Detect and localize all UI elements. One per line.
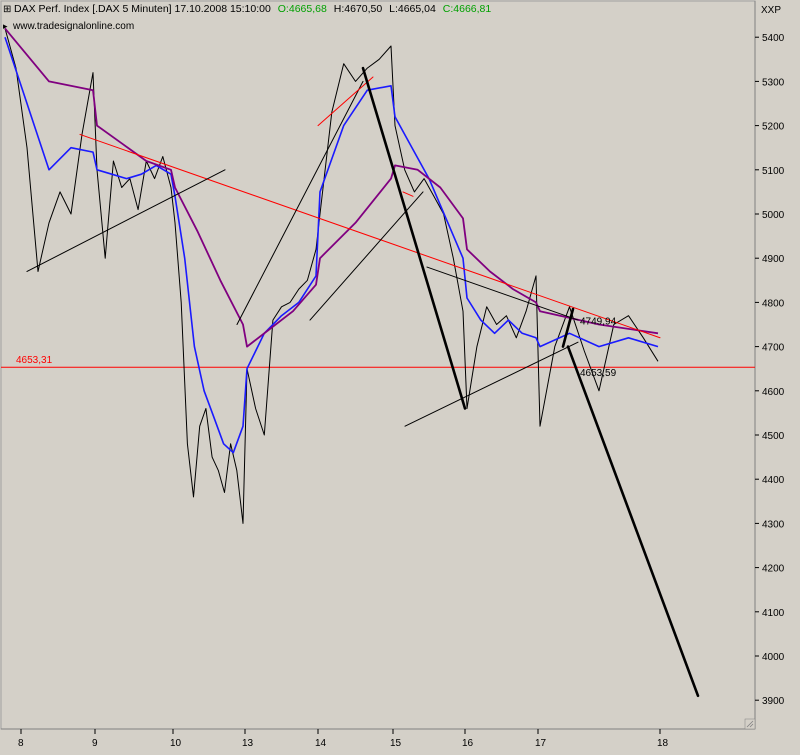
header-close: C:4666,81 (443, 3, 492, 15)
y-tick-label: 5300 (762, 77, 785, 88)
trendline (79, 133, 661, 339)
trendline (317, 76, 374, 127)
y-tick-label: 4100 (762, 608, 785, 619)
resize-grip[interactable] (744, 718, 756, 730)
watermark-icon: ▸ (3, 21, 8, 31)
fast-average-line (4, 36, 659, 454)
y-axis-group: 3900 4000 4100 4200 4300 4400 4500 4600 4700 4800… (755, 33, 785, 707)
header-low: L:4665,04 (389, 3, 436, 15)
trendline (309, 191, 424, 321)
price-axis-area (755, 1, 799, 729)
header-info-icon[interactable]: ⊞ (3, 4, 11, 15)
annotation-group: 4749,94 4653,59 (580, 317, 617, 380)
trendline (236, 80, 364, 325)
trendline (26, 169, 226, 272)
header-high: H:4670,50 (334, 3, 383, 15)
trendline (361, 66, 467, 410)
x-tick-label: 15 (390, 738, 402, 749)
y-tick-label: 5200 (762, 122, 785, 133)
price-annotation: 4653,59 (580, 368, 617, 379)
axis-id: XXP (761, 5, 781, 16)
x-tick-label: 14 (315, 738, 327, 749)
y-tick-label: 4600 (762, 387, 785, 398)
y-tick-label: 5000 (762, 210, 785, 221)
trendline (404, 341, 579, 427)
header-text: DAX Perf. Index [.DAX 5 Minuten] 17.10.2… (14, 3, 491, 15)
y-tick-label: 4200 (762, 564, 785, 575)
watermark-text: www.tradesignalonline.com (12, 21, 134, 32)
y-tick-label: 4500 (762, 431, 785, 442)
x-axis-group: 8 9 10 13 14 15 16 17 18 (18, 729, 669, 749)
trendline (426, 266, 579, 321)
x-tick-label: 10 (170, 738, 182, 749)
trendline (566, 345, 700, 698)
trendline (561, 307, 575, 348)
trendline-group (26, 66, 700, 698)
x-tick-label: 17 (535, 738, 547, 749)
y-tick-label: 4300 (762, 519, 785, 530)
y-tick-label: 5100 (762, 166, 785, 177)
x-tick-label: 8 (18, 738, 24, 749)
header-instrument: DAX Perf. Index [.DAX 5 Minuten] 17.10.2… (14, 3, 271, 15)
x-tick-label: 9 (92, 738, 98, 749)
y-tick-label: 3900 (762, 696, 785, 707)
reference-line-label: 4653,31 (16, 355, 53, 366)
reference-line-group: 4653,31 (1, 355, 755, 368)
x-tick-label: 13 (242, 738, 254, 749)
y-tick-label: 5400 (762, 33, 785, 44)
price-annotation: 4749,94 (580, 317, 617, 328)
y-tick-label: 4900 (762, 254, 785, 265)
y-tick-label: 4000 (762, 652, 785, 663)
y-tick-label: 4800 (762, 298, 785, 309)
trendline (402, 191, 414, 197)
x-tick-label: 16 (462, 738, 474, 749)
header-open: O:4665,68 (278, 3, 327, 15)
plot-area (0, 0, 756, 730)
x-tick-label: 18 (657, 738, 669, 749)
y-tick-label: 4700 (762, 343, 785, 354)
y-tick-label: 4400 (762, 475, 785, 486)
